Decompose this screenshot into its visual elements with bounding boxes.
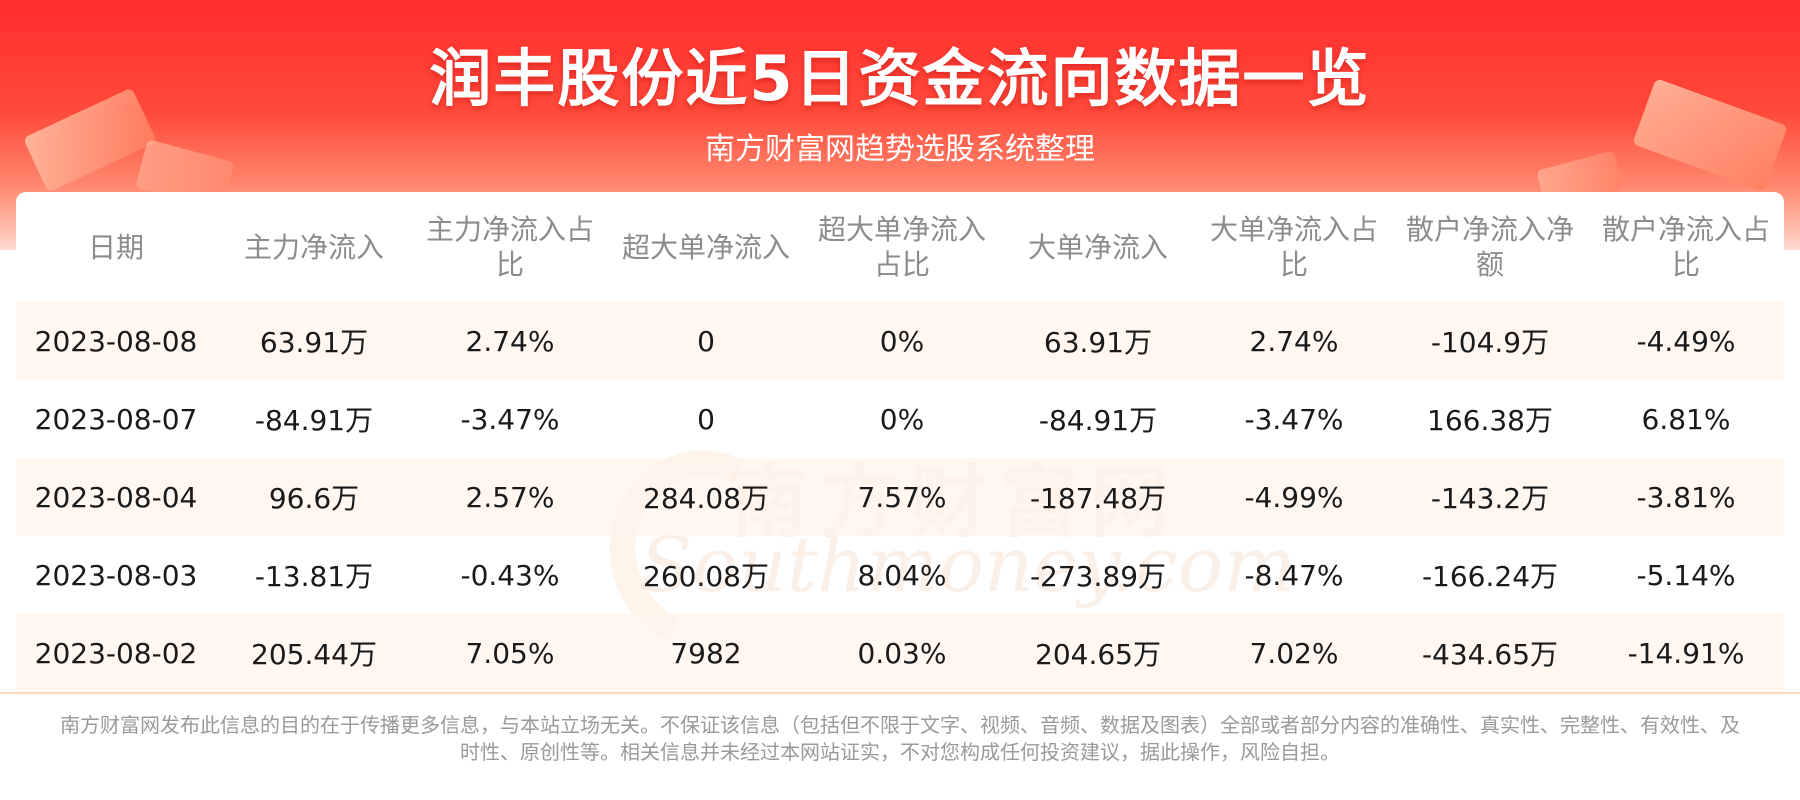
table-card bbox=[16, 192, 1784, 692]
cell: -3.81% bbox=[1588, 458, 1784, 536]
cell: 63.91万 bbox=[216, 302, 412, 380]
cell-date: 2023-08-04 bbox=[16, 458, 216, 536]
cell-date: 2023-08-02 bbox=[16, 614, 216, 692]
cell: 0 bbox=[697, 402, 715, 436]
cell: -187.48万 bbox=[1000, 458, 1196, 536]
cell: 2.74% bbox=[412, 302, 608, 380]
cell: 63.91万 bbox=[1000, 302, 1196, 380]
cell: -273.89万 bbox=[1029, 560, 1167, 593]
cell: -5.14% bbox=[1636, 558, 1736, 592]
cell-date: 2023-08-03 bbox=[34, 558, 198, 592]
cell: -13.81万 bbox=[254, 560, 374, 593]
cell: -14.91% bbox=[1588, 614, 1784, 692]
column-header: 大单净流入 bbox=[1027, 230, 1168, 264]
cell: 96.6万 bbox=[216, 458, 412, 536]
table-row: 2023-08-03 -13.81万 -0.43% 260.08万 8.04% … bbox=[16, 536, 1784, 614]
cell: -143.2万 bbox=[1392, 458, 1588, 536]
disclaimer-text: 南方财富网发布此信息的目的在于传播更多信息，与本站立场无关。不保证该信息（包括但… bbox=[60, 713, 1740, 764]
cell: -3.47% bbox=[1244, 402, 1344, 436]
table-header-row: 日期 主力净流入 主力净流入占比 超大单净流入 超大单净流入占比 大单净流入 大… bbox=[16, 192, 1784, 302]
table-row: 2023-08-02 205.44万 7.05% 7982 0.03% 204.… bbox=[16, 614, 1784, 692]
column-header: 散户净流入净额 bbox=[1405, 213, 1574, 281]
cell: 260.08万 bbox=[643, 560, 769, 593]
cell: 0% bbox=[804, 302, 1000, 380]
cell: -166.24万 bbox=[1421, 560, 1559, 593]
cell: 166.38万 bbox=[1427, 404, 1553, 437]
cell: 8.04% bbox=[857, 558, 947, 592]
cell: -4.49% bbox=[1588, 302, 1784, 380]
cell: 0 bbox=[608, 302, 804, 380]
cell: 7.57% bbox=[804, 458, 1000, 536]
cell: -84.91万 bbox=[254, 404, 374, 437]
cell: 7.02% bbox=[1196, 614, 1392, 692]
cell: -0.43% bbox=[460, 558, 560, 592]
cell: -434.65万 bbox=[1392, 614, 1588, 692]
cell: -3.47% bbox=[460, 402, 560, 436]
cell: -104.9万 bbox=[1392, 302, 1588, 380]
column-header: 超大单净流入 bbox=[621, 230, 790, 264]
cell: -4.99% bbox=[1196, 458, 1392, 536]
footer-divider bbox=[0, 692, 1800, 694]
cell: -84.91万 bbox=[1038, 404, 1158, 437]
table-row: 2023-08-08 63.91万 2.74% 0 0% 63.91万 2.74… bbox=[16, 302, 1784, 380]
cell: 6.81% bbox=[1641, 402, 1731, 436]
page-title: 润丰股份近5日资金流向数据一览 bbox=[429, 42, 1371, 115]
cell: 205.44万 bbox=[216, 614, 412, 692]
cell: 2.57% bbox=[412, 458, 608, 536]
cell: -8.47% bbox=[1244, 558, 1344, 592]
cell: 2.74% bbox=[1196, 302, 1392, 380]
page-subtitle: 南方财富网趋势选股系统整理 bbox=[705, 132, 1095, 167]
table-row: 2023-08-04 96.6万 2.57% 284.08万 7.57% -18… bbox=[16, 458, 1784, 536]
column-header: 主力净流入占比 bbox=[425, 213, 594, 281]
cell: 7982 bbox=[608, 614, 804, 692]
cell-date: 2023-08-07 bbox=[34, 402, 198, 436]
column-header: 超大单净流入占比 bbox=[817, 213, 986, 281]
column-header: 大单净流入占比 bbox=[1209, 213, 1378, 281]
cell: 7.05% bbox=[412, 614, 608, 692]
fund-flow-table: 日期 主力净流入 主力净流入占比 超大单净流入 超大单净流入占比 大单净流入 大… bbox=[16, 192, 1784, 692]
cell: 284.08万 bbox=[608, 458, 804, 536]
column-header: 散户净流入占比 bbox=[1601, 213, 1770, 281]
cell: 0% bbox=[879, 402, 925, 436]
cell: 0.03% bbox=[804, 614, 1000, 692]
column-header: 日期 bbox=[87, 230, 144, 264]
cell: 204.65万 bbox=[1000, 614, 1196, 692]
cell-date: 2023-08-08 bbox=[16, 302, 216, 380]
column-header: 主力净流入 bbox=[243, 230, 384, 264]
table-row: 2023-08-07 -84.91万 -3.47% 0 0% -84.91万 -… bbox=[16, 380, 1784, 458]
